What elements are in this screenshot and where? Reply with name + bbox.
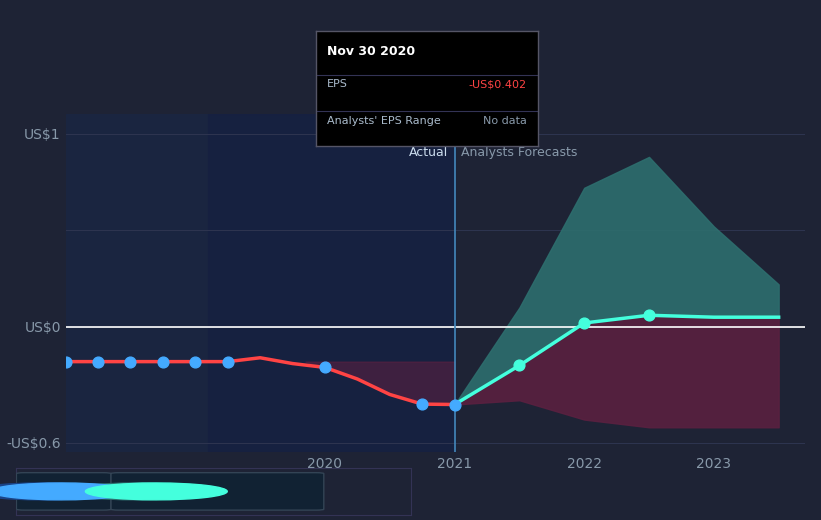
Point	[513, 361, 526, 370]
Text: Actual: Actual	[409, 146, 448, 159]
Point	[221, 357, 234, 366]
Point	[643, 311, 656, 319]
Point	[448, 400, 461, 409]
FancyBboxPatch shape	[16, 473, 111, 510]
Text: EPS: EPS	[77, 485, 101, 498]
Point	[415, 400, 429, 408]
FancyBboxPatch shape	[111, 473, 323, 510]
Circle shape	[0, 483, 113, 500]
Text: No data: No data	[483, 116, 527, 126]
Text: Analysts Forecasts: Analysts Forecasts	[461, 146, 577, 159]
Point	[91, 357, 104, 366]
Point	[59, 357, 72, 366]
Circle shape	[66, 483, 208, 500]
Circle shape	[0, 483, 133, 500]
Text: Analysts' EPS Range: Analysts' EPS Range	[327, 116, 441, 126]
Point	[124, 357, 137, 366]
Bar	[209, 114, 455, 452]
Point	[319, 363, 332, 372]
Text: EPS: EPS	[327, 79, 348, 89]
Point	[189, 357, 202, 366]
Bar	[66, 114, 455, 452]
Point	[156, 357, 169, 366]
Circle shape	[85, 483, 227, 500]
Text: Analysts' EPS Range: Analysts' EPS Range	[174, 485, 301, 498]
Point	[578, 319, 591, 327]
Text: -US$0.402: -US$0.402	[469, 79, 527, 89]
Text: Nov 30 2020: Nov 30 2020	[327, 45, 415, 58]
